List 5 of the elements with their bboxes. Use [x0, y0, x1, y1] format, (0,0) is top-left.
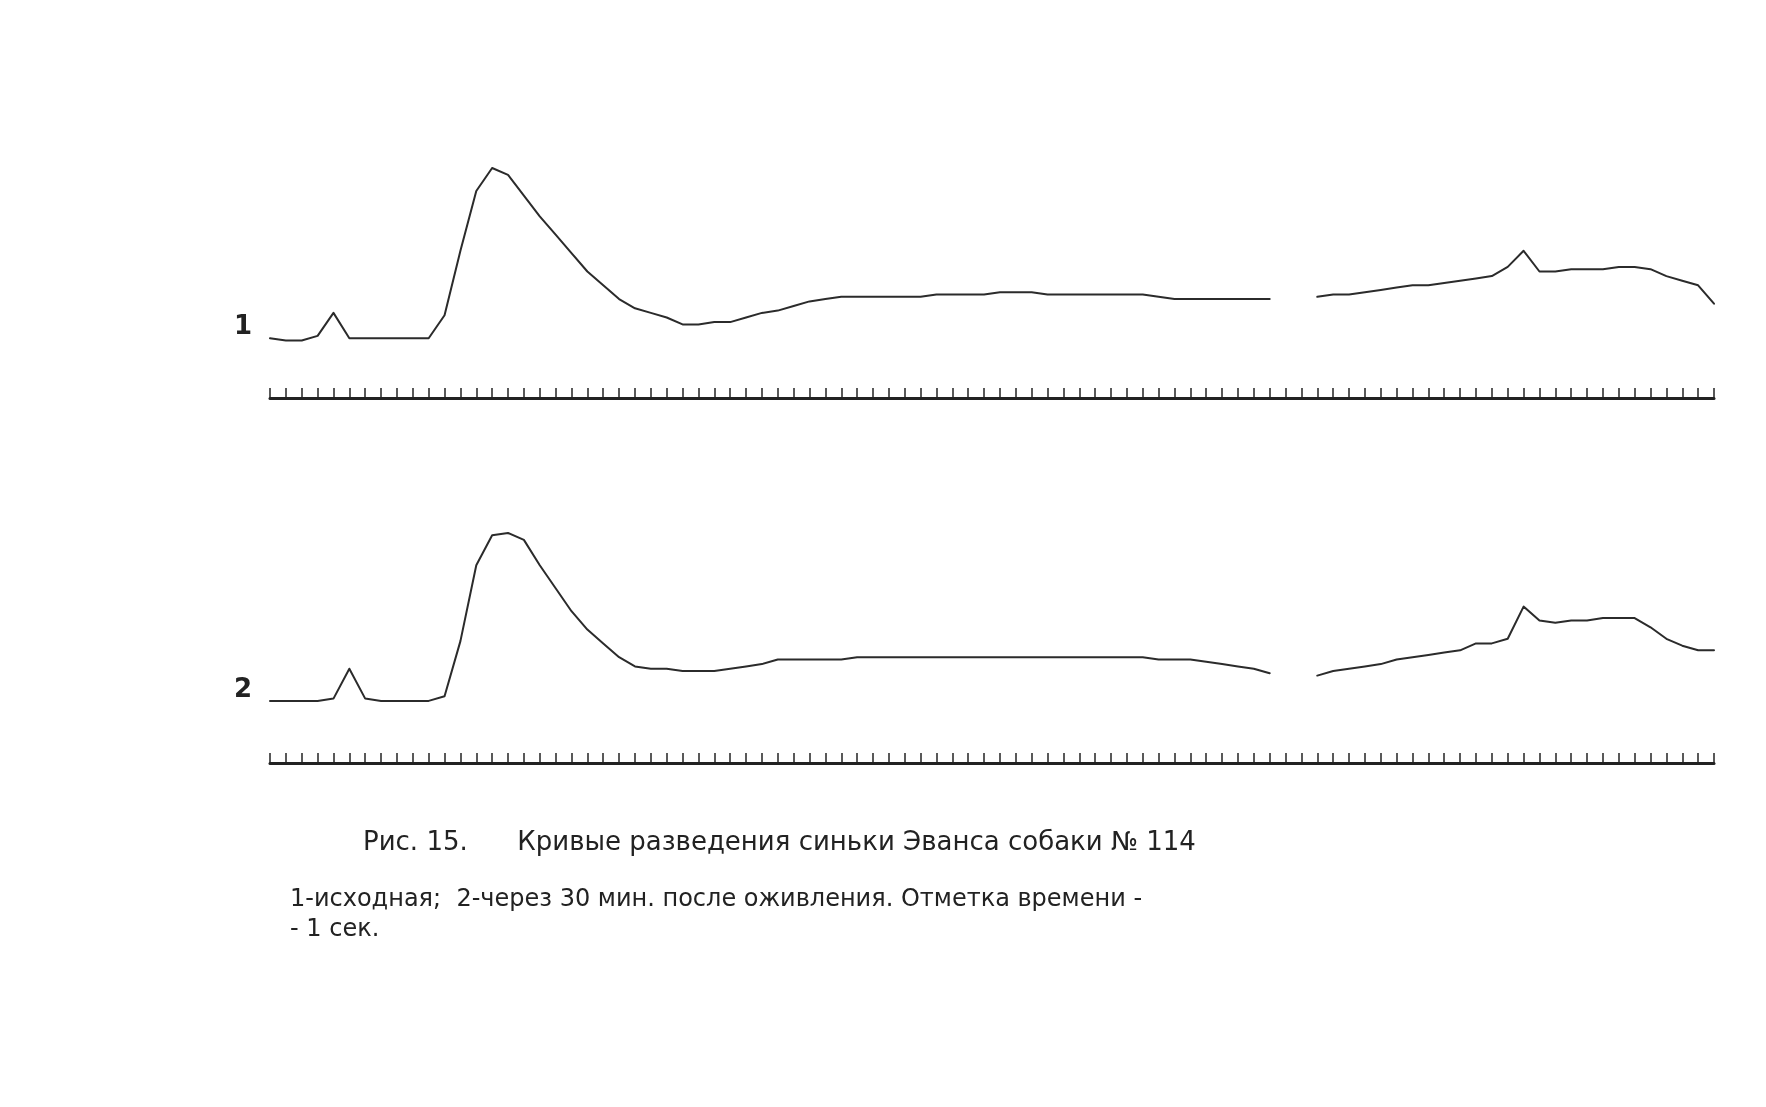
series-label: 1	[233, 310, 252, 341]
series-label: 2	[233, 672, 252, 703]
text: 1-исходная; 2-через 30 мин. после оживления. Отметка времени -	[290, 884, 1143, 912]
text: Рис. 15. Кривые разведения синьки Эванса собаки № 114	[363, 826, 1196, 856]
text: - 1 сек.	[290, 914, 380, 942]
